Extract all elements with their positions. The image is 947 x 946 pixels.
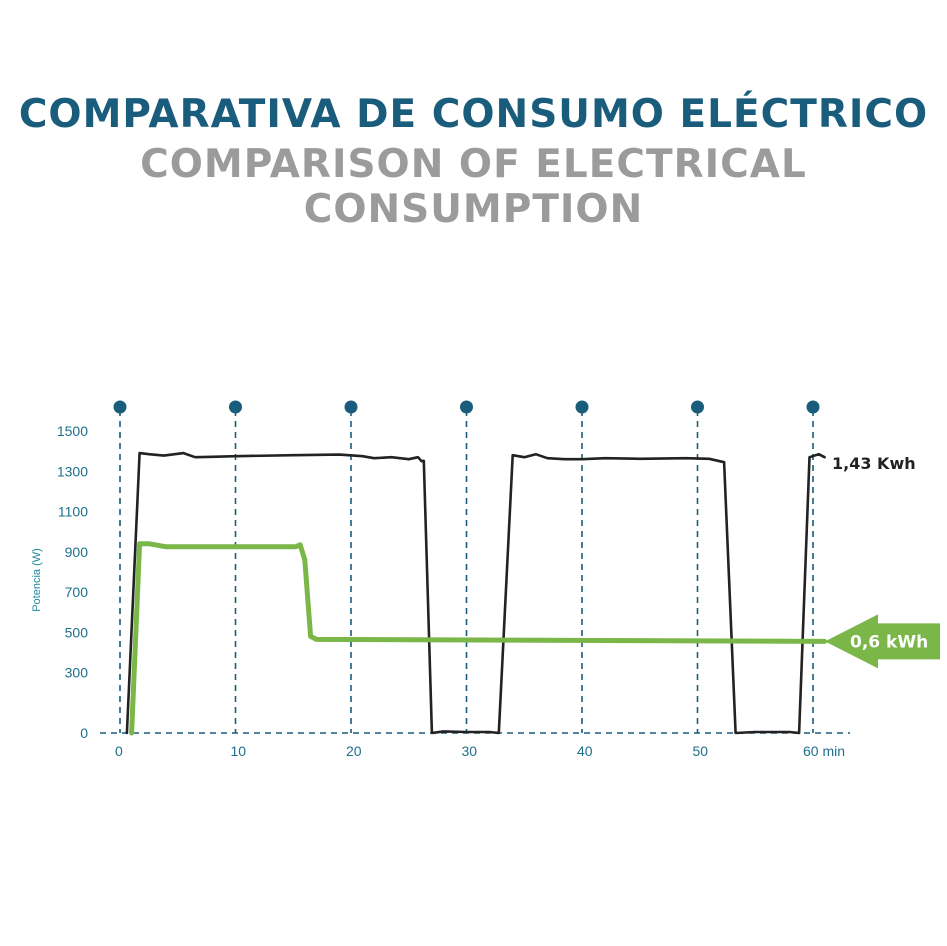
- series-layer: [125, 451, 828, 736]
- grid-marker-50: [691, 400, 704, 414]
- y-tick-label: 900: [65, 544, 89, 560]
- green-arrow: [825, 614, 940, 669]
- y-tick-label: 500: [65, 624, 89, 640]
- y-tick-label: 300: [65, 665, 89, 681]
- series-line-efficient: [129, 541, 828, 736]
- grid-marker-0: [113, 400, 127, 414]
- series-line-conventional: [125, 451, 826, 735]
- x-tick-label: 30: [462, 743, 478, 759]
- x-tick-label: 50: [693, 743, 709, 759]
- grid-marker-40: [575, 400, 589, 414]
- y-tick-label: 1500: [57, 423, 88, 439]
- grid-marker-20: [344, 400, 358, 414]
- grid-marker-30: [460, 400, 473, 414]
- x-tick-label: 20: [346, 743, 362, 759]
- grid-marker-10: [229, 400, 242, 414]
- x-tick-label: 0: [115, 743, 123, 759]
- grid-layer: [113, 400, 820, 733]
- grid-marker-60: [806, 400, 820, 414]
- axis-layer: 0 10 20 30 40 50 60 min 0 300 500 700 900 1100 1300 15…: [31, 423, 850, 759]
- series-label-black: 1,43 Kwh: [832, 454, 916, 473]
- y-tick-label: 0: [80, 725, 88, 741]
- x-tick-label: 40: [577, 743, 593, 759]
- y-tick-label: 1100: [58, 504, 88, 520]
- series-label-green: 0,6 kWh: [850, 632, 928, 652]
- chart-title-es: COMPARATIVA DE CONSUMO ELÉCTRICO: [18, 92, 929, 137]
- y-axis-label: Potencia (W): [31, 548, 43, 612]
- x-tick-label: 60 min: [803, 743, 845, 759]
- y-tick-label: 1300: [57, 463, 88, 479]
- annotation-layer: 1,43 Kwh 0,6 kWh: [825, 454, 940, 669]
- chart-title-en: COMPARISON OF ELECTRICAL CONSUMPTION: [140, 142, 807, 232]
- y-tick-label: 700: [65, 584, 89, 600]
- x-tick-label: 10: [231, 743, 247, 759]
